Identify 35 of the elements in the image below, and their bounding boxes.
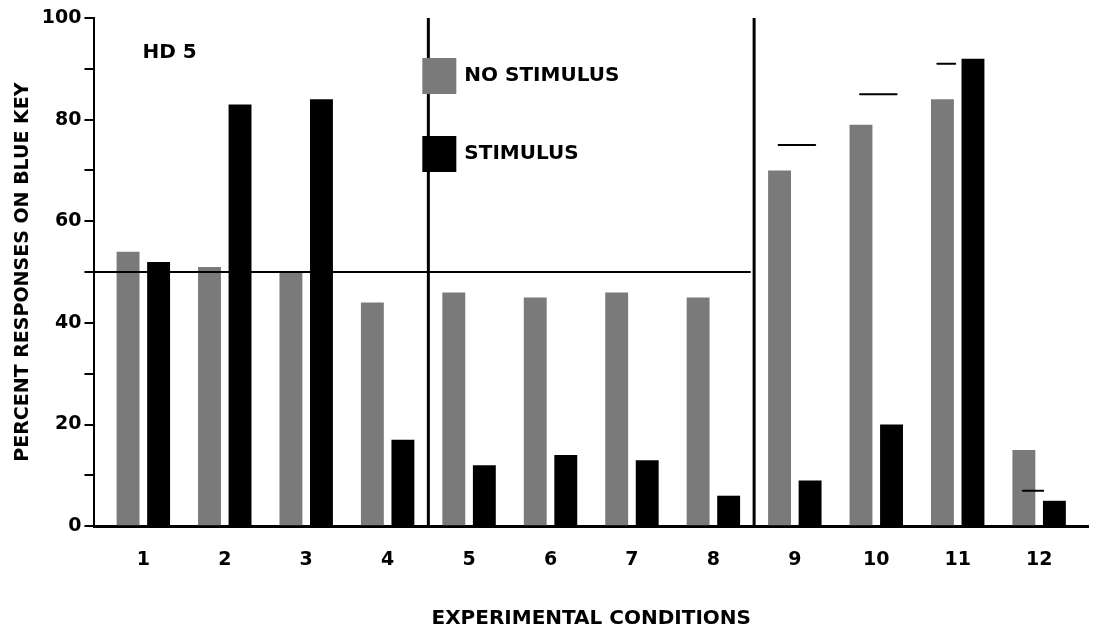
bar [605,292,629,526]
bar [279,272,303,526]
legend-label: STIMULUS [464,140,579,165]
bar [198,267,221,526]
y-tick-label: 60 [55,208,82,231]
bar [768,170,792,526]
x-tick-label: 6 [543,546,558,569]
x-tick-label: 3 [299,546,313,569]
x-tick-label: 7 [625,546,639,569]
bar [686,297,710,526]
x-tick-label: 8 [706,546,720,569]
x-tick-label: 1 [136,546,150,569]
bar [116,251,140,526]
x-tick-label: 9 [788,546,802,569]
bar [1012,449,1036,526]
x-axis-title: EXPERIMENTAL CONDITIONS [431,605,751,630]
bar [930,99,954,526]
y-tick-label: 0 [68,513,82,536]
y-axis-title: PERCENT RESPONSES ON BLUE KEY [10,82,33,462]
legend-label: NO STIMULUS [464,62,620,87]
x-tick-label: 11 [944,546,971,569]
y-tick-label: 20 [55,411,82,434]
x-tick-label: 2 [218,546,232,569]
bar [849,124,873,526]
y-tick-label: 100 [41,4,82,27]
x-tick-label: 12 [1025,546,1053,569]
x-tick-label: 10 [863,546,890,569]
bar [360,302,384,526]
x-tick-label: 5 [462,546,476,569]
annotation: HD 5 [142,39,197,64]
bar [523,297,547,526]
y-tick-label: 80 [55,106,82,129]
y-tick-label: 40 [55,309,82,332]
bar [442,292,466,526]
x-tick-label: 4 [381,546,395,569]
